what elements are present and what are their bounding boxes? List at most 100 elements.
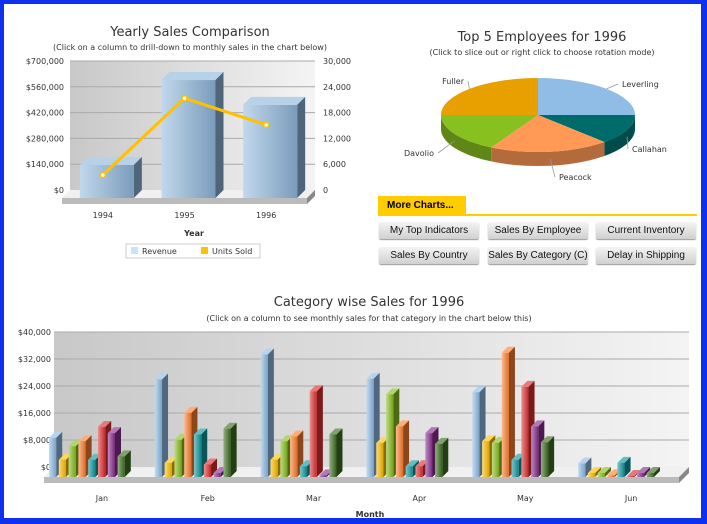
category-bar-feb-front (184, 412, 192, 477)
category-bar-may[interactable] (540, 436, 555, 477)
category-bar-may-front (511, 459, 519, 477)
legend-revenue-swatch (131, 247, 138, 254)
category-x-tick: Feb (201, 494, 215, 503)
yearly-y2-tick: 24,000 (323, 83, 351, 92)
category-bar-feb[interactable] (223, 422, 237, 477)
revenue-bar-side (215, 72, 224, 198)
yearly-chart[interactable]: $0 0 $140,000 6,000 $280,000 12,000 $420,000 18… (26, 57, 351, 259)
my-top-indicators-button[interactable]: My Top Indicators (379, 222, 479, 239)
category-x-tick: Mar (306, 494, 322, 503)
sales-by-country-button[interactable]: Sales By Country (379, 247, 479, 264)
yearly-legend: Revenue Units Sold (125, 243, 261, 259)
category-bar-jun-front (607, 475, 615, 477)
category-bar-feb-front (174, 439, 182, 477)
revenue-bar-side (297, 96, 306, 198)
category-bar-apr-top (405, 460, 419, 467)
category-bar-mar-front (270, 459, 278, 477)
yearly-y2-tick: 0 (323, 186, 328, 195)
category-bar-feb-side (162, 373, 169, 477)
category-bar-may-side (548, 436, 555, 477)
category-bar-jun[interactable] (617, 456, 631, 477)
more-charts-tab[interactable]: More Charts... (378, 196, 466, 215)
sales-by-category-button[interactable]: Sales By Category (C) (488, 247, 588, 264)
category-bar-mar-front (319, 475, 327, 477)
current-inventory-button[interactable]: Current Inventory (596, 222, 696, 239)
category-bar-jun-front (646, 472, 654, 477)
category-subtitle: (Click on a column to see monthly sales … (206, 314, 531, 323)
category-bar-apr[interactable] (395, 420, 410, 477)
yearly-y-tick: $0 (54, 186, 64, 195)
category-bar-jan[interactable] (117, 450, 131, 477)
category-bar-mar-front (280, 441, 288, 477)
revenue-bar[interactable] (161, 72, 224, 198)
units-sold-point[interactable] (181, 94, 188, 102)
category-bar-jan-side (124, 450, 131, 477)
category-bar-mar-side (267, 348, 274, 477)
category-bar-feb-front (164, 462, 172, 477)
category-bar-feb-top (194, 428, 208, 435)
pie-slice-davolio[interactable] (441, 115, 538, 148)
pie-slice-leverling[interactable] (538, 78, 635, 115)
category-bar-jun-front (597, 472, 605, 477)
category-bar-jun-front (617, 462, 625, 477)
category-chart[interactable]: $0 $8,000 $16,000 $24,000 $32,000 $40,000 Jan F… (18, 328, 689, 503)
pie-chart[interactable]: Leverling Callahan Peacock Davolio Fuller (404, 77, 667, 182)
category-bar-mar-front (290, 436, 298, 477)
category-y-tick: $24,000 (18, 382, 51, 391)
pie-subtitle: (Click to slice out or right click to ch… (429, 48, 654, 57)
category-bar-jan-front (58, 459, 66, 477)
category-plot-base (44, 477, 679, 483)
category-bar-jun-side (624, 456, 631, 477)
category-bar-mar-front (329, 434, 337, 477)
category-bar-jan-front (98, 427, 106, 477)
category-bar-apr[interactable] (435, 437, 449, 477)
category-bar-jun[interactable] (636, 466, 651, 477)
pie-slice-callahan[interactable] (538, 115, 635, 142)
category-bar-mar[interactable] (260, 348, 274, 477)
yearly-y2-tick: 12,000 (323, 134, 351, 143)
category-bar-jun-top (627, 469, 641, 476)
category-bar-mar[interactable] (309, 385, 323, 477)
category-bar-mar-top (260, 348, 274, 355)
revenue-bar[interactable] (79, 157, 142, 198)
legend-units-label: Units Sold (212, 247, 252, 256)
category-bar-jun[interactable] (587, 466, 602, 477)
pie-slice-peacock[interactable] (491, 115, 605, 152)
revenue-bar[interactable] (243, 96, 306, 198)
pie-label: Fuller (442, 77, 465, 86)
units-sold-point[interactable] (99, 171, 107, 179)
category-bar-jun[interactable] (646, 466, 660, 477)
revenue-bar-front (161, 80, 216, 198)
category-bar-jan-front (78, 441, 86, 477)
pie-label-connector (467, 80, 470, 89)
category-bar-jun[interactable] (597, 466, 611, 477)
category-bar-may-top (482, 435, 496, 442)
yearly-title: Yearly Sales Comparison (109, 25, 270, 40)
category-bar-may-front (501, 352, 509, 477)
sales-by-employee-button[interactable]: Sales By Employee (488, 222, 588, 239)
category-x-tick: Apr (412, 494, 427, 503)
category-bar-apr-front (415, 466, 423, 477)
pie-slice-fuller[interactable] (441, 78, 538, 115)
delay-in-shipping-button[interactable]: Delay in Shipping (596, 247, 696, 264)
yearly-y2-tick: 18,000 (323, 109, 351, 118)
yearly-plot-base (62, 198, 307, 204)
yearly-plot-base-side (307, 190, 315, 204)
units-sold-point[interactable] (262, 121, 270, 129)
category-bar-apr-top (425, 427, 439, 434)
pie-label-connector (549, 158, 556, 178)
category-bar-mar[interactable] (329, 428, 343, 477)
category-bar-may-top (531, 420, 545, 427)
category-bar-jan-front (117, 456, 125, 477)
category-bar-may-front (491, 442, 500, 477)
category-title: Category wise Sales for 1996 (274, 295, 465, 310)
yearly-y-tick: $560,000 (26, 83, 64, 92)
yearly-y-tick: $700,000 (26, 57, 64, 66)
category-bar-feb[interactable] (154, 373, 169, 477)
category-bar-feb-top (203, 458, 218, 465)
category-bar-may[interactable] (501, 346, 515, 477)
category-bar-jun-top (636, 466, 651, 473)
category-bar-may-top (472, 386, 486, 393)
category-bar-feb-top (154, 373, 169, 380)
category-bar-feb-front (213, 472, 221, 477)
